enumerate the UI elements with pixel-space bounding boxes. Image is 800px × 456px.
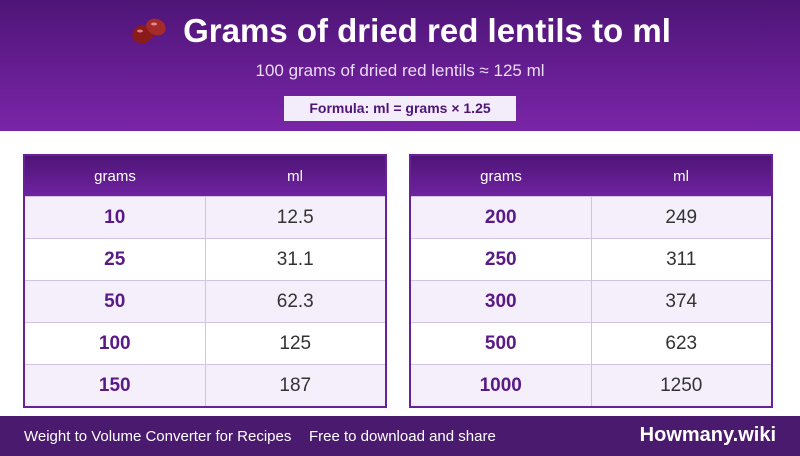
ml-cell: 311: [590, 238, 773, 281]
table-row: 500 623: [409, 322, 773, 365]
footer-text: Weight to Volume Converter for Recipes: [24, 428, 292, 445]
table-row: 25 31.1: [23, 238, 387, 281]
table-row: 250 311: [409, 238, 773, 281]
table-row: 300 374: [409, 280, 773, 323]
ml-cell: 62.3: [204, 280, 387, 323]
table-row: 1000 1250: [409, 364, 773, 408]
grams-cell: 1000: [409, 364, 592, 408]
grams-cell: 200: [409, 196, 592, 239]
grams-cell: 50: [23, 280, 206, 323]
ml-cell: 1250: [590, 364, 773, 408]
conversion-table: grams ml 10 12.5 25 31.1 50 62.3 100 125 150 187: [23, 154, 387, 408]
column-header: grams: [410, 155, 591, 197]
ml-cell: 12.5: [204, 196, 387, 239]
column-header: grams: [24, 155, 205, 197]
grams-cell: 500: [409, 322, 592, 365]
title-row: Grams of dried red lentils to ml: [0, 12, 800, 50]
header-row: grams ml: [410, 155, 772, 197]
grams-cell: 10: [23, 196, 206, 239]
footer: Weight to Volume Converter for Recipes F…: [0, 416, 800, 456]
grams-cell: 250: [409, 238, 592, 281]
title: Grams of dried red lentils to ml: [183, 12, 671, 49]
formula: Formula: ml = grams × 1.25: [284, 96, 516, 121]
grams-cell: 300: [409, 280, 592, 323]
column-header: ml: [205, 155, 386, 197]
ml-cell: 31.1: [204, 238, 387, 281]
grams-cell: 25: [23, 238, 206, 281]
conversion-table: grams ml 200 249 250 311 300 374 500 623 1000 1250: [409, 154, 773, 408]
ml-cell: 623: [590, 322, 773, 365]
table-row: 10 12.5: [23, 196, 387, 239]
table-row: 50 62.3: [23, 280, 387, 323]
footer-text: Free to download and share: [309, 428, 496, 445]
table-row: 200 249: [409, 196, 773, 239]
header-row: grams ml: [24, 155, 386, 197]
header: Grams of dried red lentils to ml 100 gra…: [0, 0, 800, 131]
grams-cell: 150: [23, 364, 206, 408]
table-row: 150 187: [23, 364, 387, 408]
column-header: ml: [591, 155, 772, 197]
ml-cell: 187: [204, 364, 387, 408]
ml-cell: 374: [590, 280, 773, 323]
grams-cell: 100: [23, 322, 206, 365]
bean-icon: [132, 18, 166, 44]
subtitle: 100 grams of dried red lentils ≈ 125 ml: [255, 61, 545, 80]
table-row: 100 125: [23, 322, 387, 365]
ml-cell: 249: [590, 196, 773, 239]
ml-cell: 125: [204, 322, 387, 365]
brand: Howmany.wiki: [639, 424, 776, 446]
